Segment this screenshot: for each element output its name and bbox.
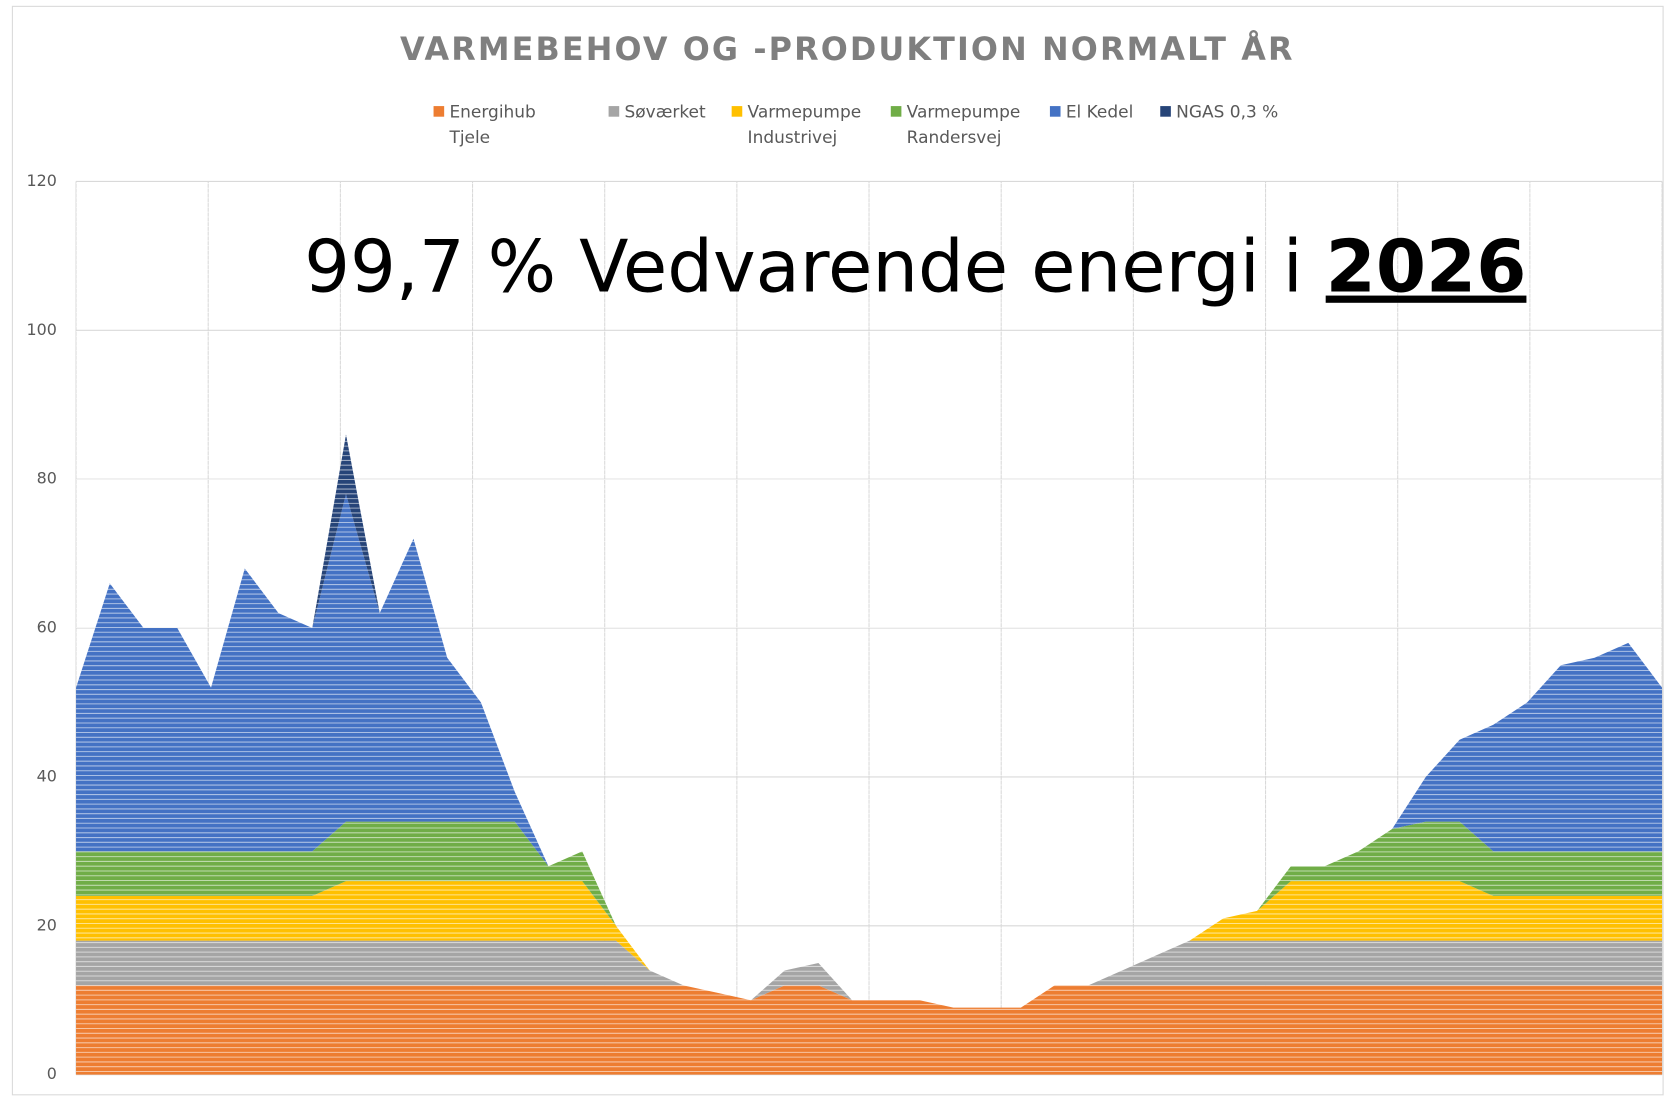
y-tick-label: 0	[47, 1064, 57, 1083]
legend-swatch	[608, 106, 620, 117]
annotation: 99,7 % Vedvarende energi i 2026	[304, 226, 1526, 310]
legend-swatch	[1160, 106, 1171, 117]
legend-swatch	[433, 106, 445, 117]
legend-label-line: Varmepumpe	[748, 102, 867, 122]
legend-label: Energihub Tjele	[448, 102, 541, 147]
y-tick-label: 20	[37, 915, 57, 934]
annotation-emphasis: 2026	[1326, 226, 1527, 310]
y-tick-label: 100	[27, 320, 57, 339]
y-tick-label: 80	[37, 469, 57, 488]
y-tick-label: 60	[37, 618, 57, 637]
legend-label: NGAS 0,3 %	[1176, 102, 1278, 122]
y-tick-label: 120	[27, 171, 57, 190]
y-tick-label: 40	[37, 766, 57, 785]
legend-label-line: Varmepumpe	[907, 102, 1026, 122]
legend-swatch	[731, 106, 743, 117]
chart-title: VARMEBEHOV OG -PRODUKTION NORMALT ÅR	[400, 30, 1295, 68]
legend-label: El Kedel	[1066, 102, 1133, 122]
legend-label-line: Industrivej	[748, 128, 838, 148]
area	[76, 494, 1663, 1008]
legend-label-line: Randersvej	[907, 128, 1002, 148]
legend-label-line: Tjele	[448, 128, 490, 148]
area	[76, 881, 1663, 1008]
chart-frame	[11, 5, 1664, 1096]
legend-label-line: Energihub	[449, 102, 541, 122]
legend-label: Varmepumpe Industrivej	[748, 102, 867, 147]
annotation-text: 99,7 % Vedvarende energi i	[304, 226, 1326, 310]
legend-swatch	[1049, 106, 1061, 117]
legend-label: Søværket	[625, 102, 706, 122]
legend-label: Varmepumpe Randersvej	[907, 102, 1026, 147]
legend-swatch	[890, 106, 902, 117]
area	[76, 821, 1663, 1008]
